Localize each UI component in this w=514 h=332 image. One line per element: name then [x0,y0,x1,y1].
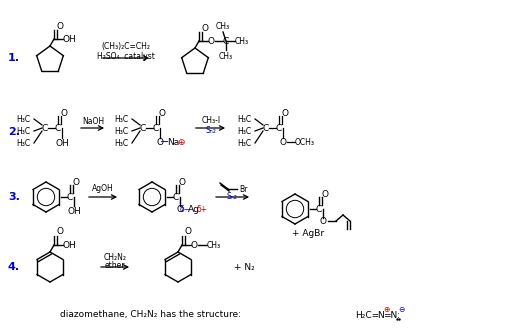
Text: C: C [263,124,269,132]
Text: C: C [140,124,146,132]
Text: C: C [67,193,73,202]
Text: NaOH: NaOH [82,117,104,125]
Text: CH₃-I: CH₃-I [201,116,221,124]
Text: O: O [57,227,64,236]
Text: Sₙ₂: Sₙ₂ [206,125,216,134]
Text: 3.: 3. [8,192,20,202]
Text: H₂C=: H₂C= [355,310,379,319]
Text: δ−: δ− [179,205,191,213]
Text: O: O [208,37,214,45]
Text: 4.: 4. [8,262,20,272]
Text: O: O [57,22,64,31]
Text: H₃C: H₃C [114,115,128,124]
Text: C: C [42,124,48,132]
Text: C: C [276,124,282,132]
Text: C: C [173,193,179,202]
Text: CH₃: CH₃ [207,240,221,250]
Text: C: C [153,124,159,132]
Text: O: O [321,190,328,199]
Text: H₃C: H₃C [114,126,128,135]
Text: CH₃: CH₃ [235,37,249,45]
Text: H₂SO₄  catalyst: H₂SO₄ catalyst [97,51,155,60]
Text: H₃C: H₃C [16,126,30,135]
Text: H₃C: H₃C [237,126,251,135]
Text: =N: =N [383,310,397,319]
Text: CH₂N₂: CH₂N₂ [103,253,126,262]
Text: ⊖: ⊖ [398,305,404,314]
Text: ⊕: ⊕ [383,305,389,314]
Text: OH: OH [67,207,81,215]
Text: + N₂: + N₂ [234,263,254,272]
Text: O: O [156,137,163,146]
Text: ether: ether [105,262,125,271]
Text: Br: Br [239,185,247,194]
Text: AgOH: AgOH [92,184,114,193]
Text: O: O [61,109,67,118]
Text: O: O [282,109,288,118]
Text: O: O [178,178,186,187]
Text: C: C [223,37,229,45]
Text: CH₃: CH₃ [216,22,230,31]
Text: :: : [397,310,399,319]
Text: CH₃: CH₃ [219,51,233,60]
Text: H₃C: H₃C [16,115,30,124]
Text: O: O [201,24,209,33]
Text: OH: OH [62,240,76,250]
Text: O: O [280,137,286,146]
Text: O: O [191,240,197,250]
Text: + AgBr: + AgBr [292,228,324,237]
Text: H₃C: H₃C [237,138,251,147]
Text: O: O [72,178,80,187]
Text: 2.: 2. [8,127,20,137]
Text: (CH₃)₂C=CH₂: (CH₃)₂C=CH₂ [101,42,151,50]
Text: H₃C: H₃C [114,138,128,147]
Text: O: O [320,216,326,225]
Text: O: O [176,205,183,213]
Text: OCH₃: OCH₃ [295,137,315,146]
Text: OH: OH [62,35,76,43]
Text: C: C [55,124,61,132]
Text: H₃C: H₃C [237,115,251,124]
Text: H₃C: H₃C [16,138,30,147]
Text: Na: Na [167,137,179,146]
Text: O: O [185,227,192,236]
Text: δ+: δ+ [196,205,208,213]
Text: OH: OH [55,138,69,147]
Text: N: N [378,310,384,319]
Text: O: O [158,109,166,118]
Text: Ag: Ag [188,205,200,213]
Text: C: C [316,205,322,213]
Text: diazomethane, CH₂N₂ has the structure:: diazomethane, CH₂N₂ has the structure: [60,310,241,319]
Text: 1.: 1. [8,53,20,63]
Text: −: − [160,137,170,147]
Text: Sₙ₂: Sₙ₂ [227,192,237,201]
Text: ⊕: ⊕ [177,137,185,146]
